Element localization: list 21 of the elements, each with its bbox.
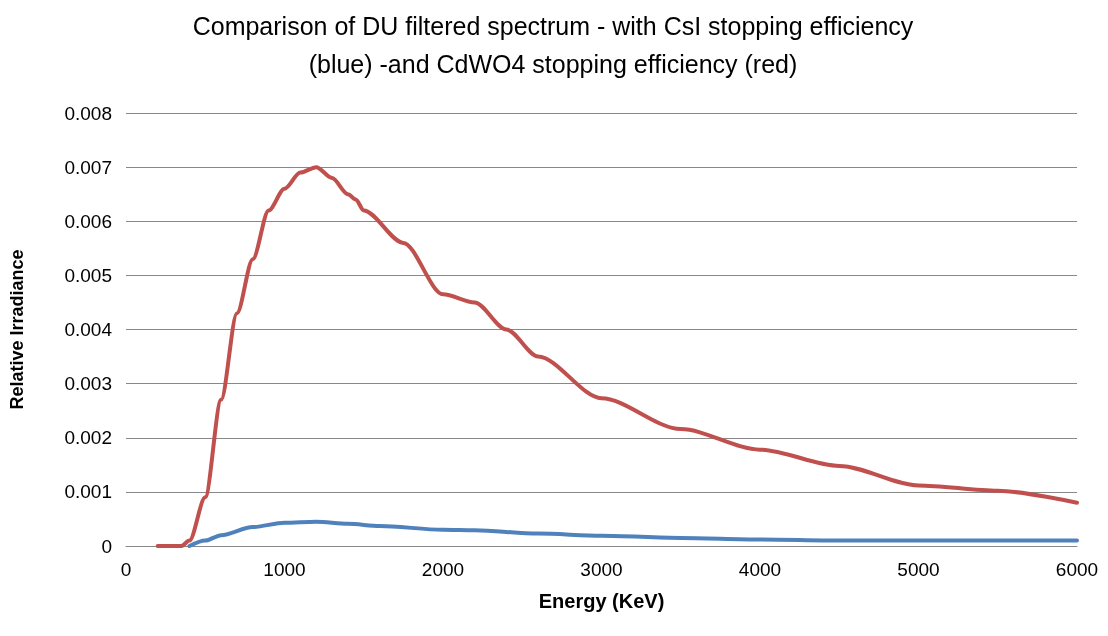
- y-tick-label: 0.002: [64, 427, 112, 449]
- x-tick-label: 3000: [580, 559, 623, 580]
- x-tick-label: 6000: [1055, 559, 1099, 580]
- x-tick-label: 4000: [738, 559, 782, 580]
- y-tick-label: 0.005: [64, 264, 112, 286]
- y-tick-label: 0.001: [64, 481, 112, 503]
- x-tick-label: 0: [120, 559, 132, 580]
- x-tick-label: 5000: [897, 559, 940, 580]
- y-tick-label: 0.004: [64, 319, 113, 340]
- y-tick-label: 0.008: [64, 102, 112, 124]
- line-series: [155, 165, 1079, 548]
- y-tick-label: 0: [101, 535, 112, 557]
- chart-title: Comparison of DU filtered spectrum - with CsI stopping efficiency (blue) -and CdWO4 stopping efficiency (red): [192, 12, 914, 78]
- y-tick-label: 0.007: [64, 156, 112, 178]
- line-series: [187, 519, 1079, 548]
- x-axis-title: Energy (KeV): [538, 590, 665, 612]
- x-tick-label: 1000: [263, 559, 306, 580]
- y-tick-label: 0.006: [64, 210, 112, 232]
- x-tick-label: 2000: [421, 559, 465, 580]
- y-tick-label: 0.003: [64, 373, 112, 395]
- y-axis-title: Relative Irradiance: [7, 249, 27, 410]
